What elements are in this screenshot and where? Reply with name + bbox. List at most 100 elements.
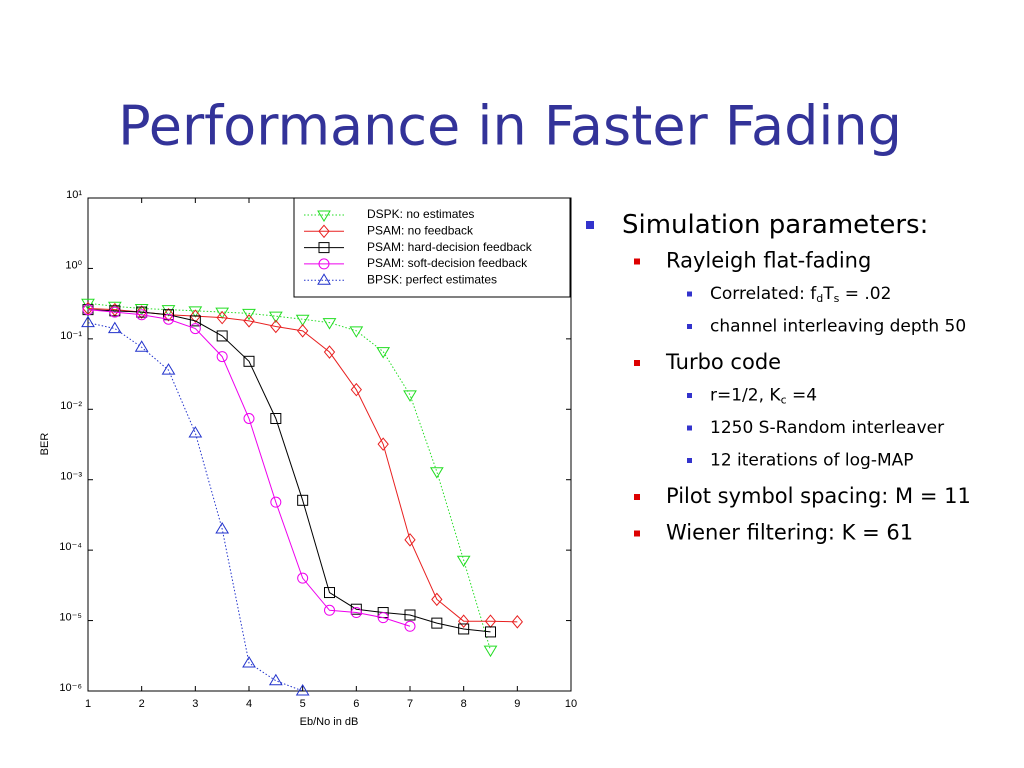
y-tick-label: 10¹ — [66, 189, 82, 201]
x-tick-label: 4 — [246, 698, 252, 710]
text-run: = .02 — [839, 284, 891, 304]
marker — [243, 314, 255, 328]
marker — [350, 607, 362, 619]
bullet-marker — [634, 258, 640, 265]
y-tick-label: 10⁻³ — [60, 471, 82, 483]
marker — [376, 347, 391, 359]
x-tick-label: 2 — [139, 698, 145, 710]
marker — [483, 645, 498, 658]
text-run: Rayleigh flat-fading — [666, 249, 871, 273]
marker — [136, 306, 148, 318]
y-tick-label: 10⁻⁴ — [59, 541, 82, 553]
bullet-text: Turbo code — [665, 350, 781, 374]
bullet-text: Pilot symbol spacing: M = 11 — [666, 484, 971, 508]
marker — [350, 603, 362, 615]
x-tick-label: 1 — [85, 698, 91, 710]
marker — [242, 308, 256, 321]
marker — [377, 612, 389, 624]
marker — [295, 314, 310, 327]
marker — [349, 326, 364, 338]
y-tick-label: 10⁻² — [60, 400, 82, 412]
marker — [161, 363, 176, 375]
subscript: d — [816, 292, 823, 305]
y-tick-label: 10⁰ — [65, 259, 82, 271]
bullet-text: Rayleigh flat-fading — [666, 249, 871, 273]
bullet-marker — [586, 221, 594, 229]
marker — [215, 521, 230, 534]
bullet-marker — [687, 324, 692, 329]
marker — [317, 210, 331, 222]
x-tick-label: 8 — [461, 698, 467, 710]
marker — [268, 311, 283, 324]
text-run: Correlated: f — [710, 284, 817, 304]
marker — [270, 319, 282, 334]
bullet-text: Wiener filtering: K = 61 — [666, 521, 913, 545]
marker — [188, 306, 203, 318]
y-axis-label: BER — [39, 433, 51, 456]
marker — [216, 351, 228, 363]
marker — [485, 626, 496, 638]
marker — [403, 390, 417, 402]
subscript: c — [781, 394, 787, 407]
text-run: Wiener filtering: K = 61 — [666, 521, 913, 545]
marker — [322, 318, 337, 330]
marker — [324, 587, 335, 599]
marker — [242, 656, 256, 668]
bullet-marker — [687, 291, 692, 297]
legend-label: PSAM: no feedback — [367, 223, 474, 237]
bullet-marker — [634, 360, 640, 366]
subscript: s — [834, 292, 840, 305]
marker — [81, 315, 95, 328]
x-tick-label: 3 — [192, 698, 198, 710]
series-line — [87, 307, 518, 623]
marker — [243, 355, 255, 367]
legend-label: PSAM: soft-decision feedback — [367, 256, 528, 270]
marker — [317, 273, 331, 285]
series-line — [87, 309, 411, 627]
marker — [161, 305, 176, 317]
bullet-marker — [634, 494, 640, 500]
marker — [323, 345, 336, 359]
marker — [216, 310, 228, 325]
marker — [188, 426, 203, 438]
marker — [404, 533, 416, 547]
marker — [189, 315, 201, 327]
text-run: T — [822, 284, 834, 304]
bullet-text: Correlated: fdTs = .02 — [710, 284, 891, 305]
marker — [511, 615, 523, 629]
x-axis-label: Eb/No in dB — [300, 716, 359, 728]
y-tick-label: 10⁻¹ — [60, 330, 82, 342]
marker — [216, 330, 228, 342]
x-tick-label: 10 — [565, 698, 577, 710]
legend-label: BPSK: perfect estimates — [367, 272, 497, 286]
marker — [456, 555, 471, 568]
series-line — [87, 322, 303, 692]
y-tick-label: 10⁻⁵ — [59, 611, 82, 623]
marker — [377, 437, 389, 451]
marker — [318, 258, 330, 270]
bullet-marker — [687, 458, 692, 463]
series-line — [87, 309, 491, 633]
text-run: Pilot symbol spacing: M = 11 — [666, 484, 971, 508]
bullet-text: channel interleaving depth 50 — [710, 317, 966, 337]
legend-label: PSAM: hard-decision feedback — [367, 240, 533, 254]
marker — [295, 684, 310, 696]
marker — [109, 306, 121, 318]
marker — [404, 620, 416, 632]
text-run: 1250 S-Random interleaver — [710, 418, 944, 438]
marker — [429, 467, 444, 479]
x-tick-label: 5 — [300, 698, 306, 710]
legend-label: DSPK: no estimates — [367, 207, 474, 221]
bullet-marker — [634, 530, 640, 537]
text-run: channel interleaving depth 50 — [710, 317, 966, 337]
marker — [82, 304, 94, 316]
marker — [270, 412, 282, 424]
marker — [324, 604, 335, 616]
marker — [297, 572, 309, 584]
marker — [458, 623, 470, 635]
marker — [134, 340, 149, 352]
text-run: Simulation parameters: — [622, 210, 928, 240]
marker — [107, 321, 122, 334]
marker — [136, 309, 148, 321]
